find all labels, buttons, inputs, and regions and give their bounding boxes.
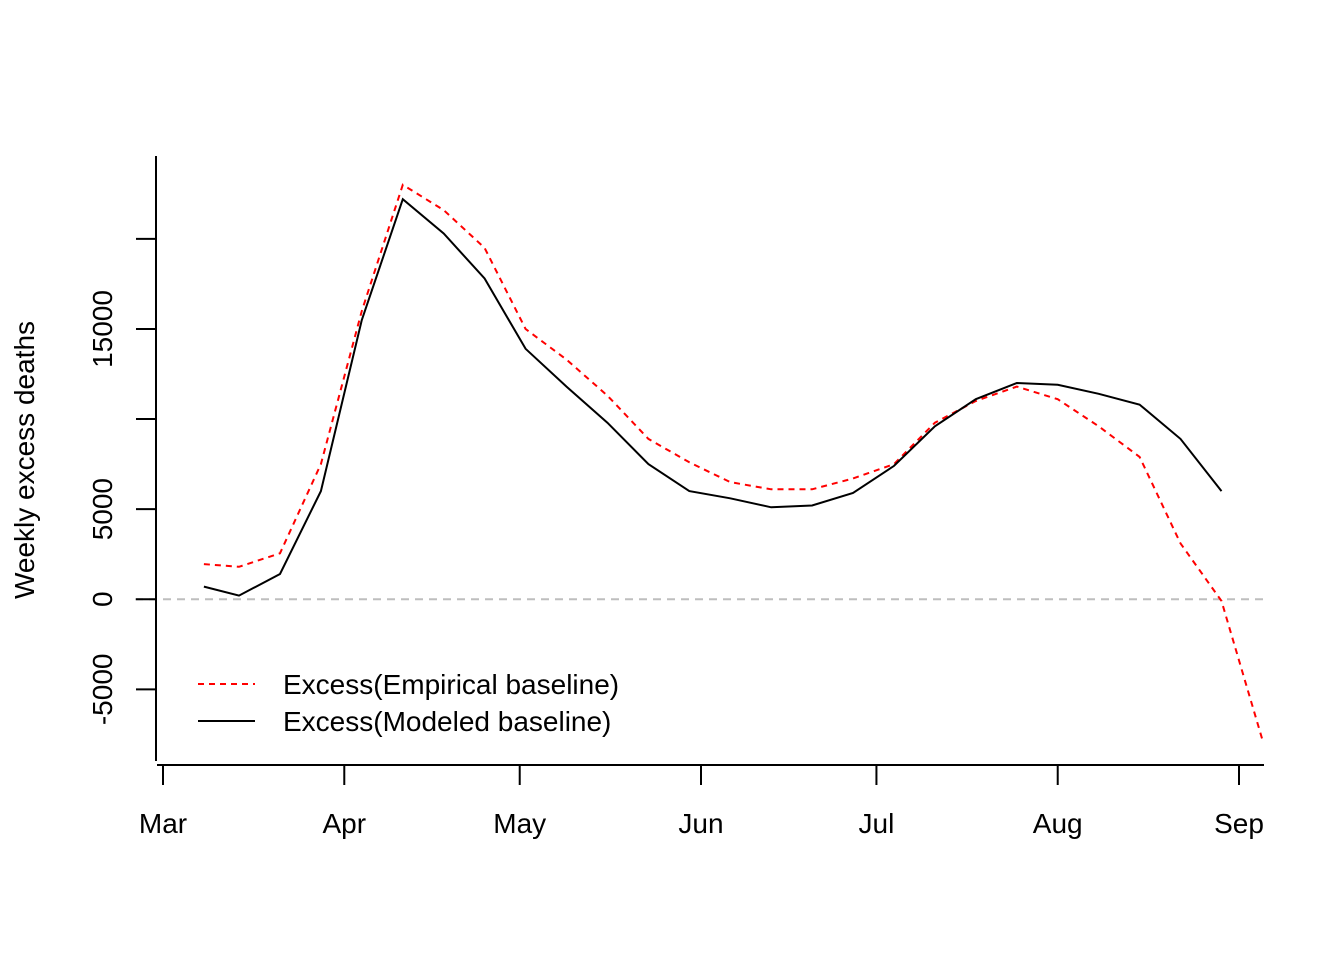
legend-label: Excess(Empirical baseline): [283, 669, 619, 700]
y-axis-label: Weekly excess deaths: [9, 321, 40, 599]
y-tick-label: -5000: [87, 654, 118, 726]
y-tick-label: 5000: [87, 478, 118, 540]
series-layer: [203, 183, 1264, 741]
x-axis: Mar Apr May Jun Jul Aug Sep: [139, 764, 1264, 839]
legend-label: Excess(Modeled baseline): [283, 706, 611, 737]
series-line-modeled: [203, 197, 1223, 597]
x-tick-label: Jun: [678, 808, 723, 839]
x-tick-label: May: [493, 808, 546, 839]
legend: Excess(Empirical baseline) Excess(Modeled…: [198, 669, 619, 737]
series-line-empirical: [203, 183, 1264, 741]
x-tick-label: Mar: [139, 808, 187, 839]
x-tick-label: Aug: [1033, 808, 1083, 839]
y-tick-label: 15000: [87, 290, 118, 368]
y-axis: -5000 0 5000 15000: [87, 156, 157, 761]
x-tick-label: Jul: [859, 808, 895, 839]
y-tick-label: 0: [87, 591, 118, 607]
x-tick-label: Apr: [322, 808, 366, 839]
x-tick-label: Sep: [1214, 808, 1264, 839]
